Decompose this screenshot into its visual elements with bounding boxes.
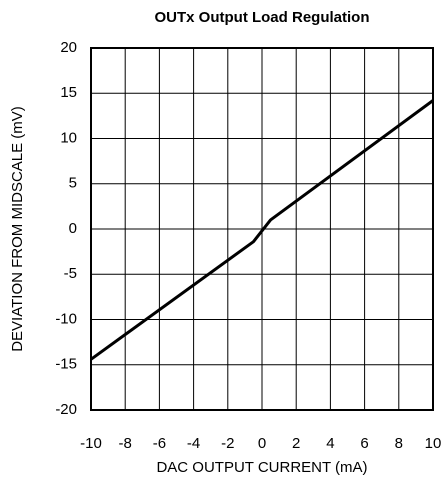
y-tick-label: -20 xyxy=(55,401,77,418)
x-tick-label: 8 xyxy=(395,435,403,452)
y-axis-label: DEVIATION FROM MIDSCALE (mV) xyxy=(9,106,26,352)
y-tick-label: 15 xyxy=(60,84,77,101)
y-tick-label: 20 xyxy=(60,39,77,56)
data-line xyxy=(90,99,434,361)
y-tick-label: 5 xyxy=(69,175,77,192)
x-tick-label: 10 xyxy=(425,435,442,452)
x-tick-label: -6 xyxy=(153,435,166,452)
x-tick-label: 4 xyxy=(326,435,334,452)
x-tick-label: -4 xyxy=(187,435,200,452)
x-tick-label: 0 xyxy=(258,435,266,452)
x-tick-label: -10 xyxy=(80,435,102,452)
x-axis-label: DAC OUTPUT CURRENT (mA) xyxy=(156,459,367,476)
y-tick-label: -5 xyxy=(64,265,77,282)
plot-frame xyxy=(90,47,434,411)
x-tick-label: -2 xyxy=(221,435,234,452)
y-tick-label: 0 xyxy=(69,220,77,237)
y-tick-label: -10 xyxy=(55,310,77,327)
x-tick-label: -8 xyxy=(119,435,132,452)
x-tick-label: 2 xyxy=(292,435,300,452)
y-tick-label: 10 xyxy=(60,129,77,146)
chart-title: OUTx Output Load Regulation xyxy=(155,9,370,26)
y-tick-label: -15 xyxy=(55,356,77,373)
x-tick-label: 6 xyxy=(360,435,368,452)
